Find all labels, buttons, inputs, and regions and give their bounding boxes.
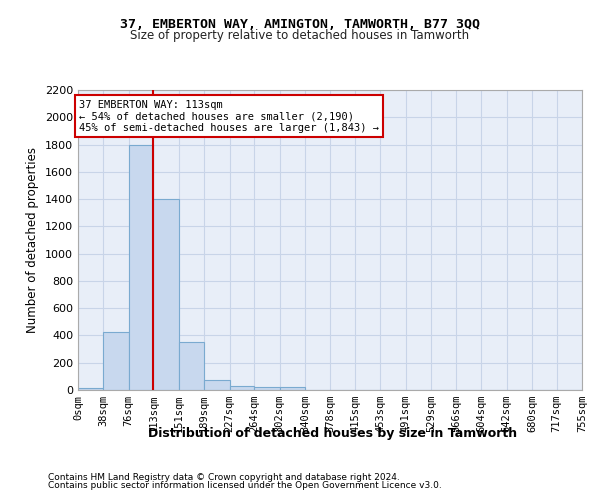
Bar	[154, 199, 179, 390]
Text: Contains public sector information licensed under the Open Government Licence v3: Contains public sector information licen…	[48, 482, 442, 490]
Text: Size of property relative to detached houses in Tamworth: Size of property relative to detached ho…	[130, 29, 470, 42]
Bar	[78, 388, 103, 390]
Y-axis label: Number of detached properties: Number of detached properties	[26, 147, 40, 333]
Bar	[230, 386, 254, 390]
Bar	[103, 332, 129, 390]
Bar	[280, 388, 305, 390]
Text: Distribution of detached houses by size in Tamworth: Distribution of detached houses by size …	[148, 428, 518, 440]
Text: 37, EMBERTON WAY, AMINGTON, TAMWORTH, B77 3QQ: 37, EMBERTON WAY, AMINGTON, TAMWORTH, B7…	[120, 18, 480, 30]
Bar	[254, 388, 280, 390]
Text: Contains HM Land Registry data © Crown copyright and database right 2024.: Contains HM Land Registry data © Crown c…	[48, 472, 400, 482]
Bar	[129, 144, 154, 390]
Bar	[179, 342, 204, 390]
Bar	[204, 380, 230, 390]
Text: 37 EMBERTON WAY: 113sqm
← 54% of detached houses are smaller (2,190)
45% of semi: 37 EMBERTON WAY: 113sqm ← 54% of detache…	[79, 100, 379, 132]
